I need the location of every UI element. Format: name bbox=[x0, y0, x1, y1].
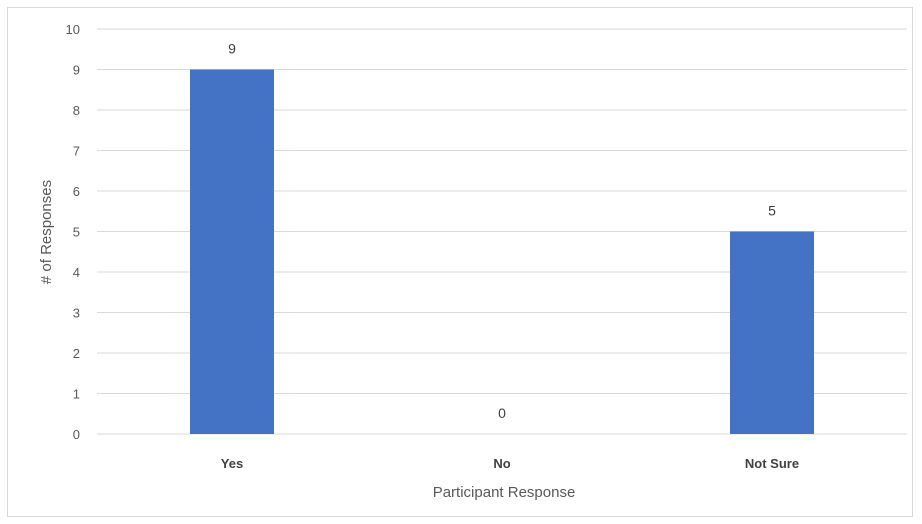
y-tick-label: 6 bbox=[73, 184, 80, 199]
y-axis-ticks: 0 1 2 3 4 5 6 7 8 9 10 bbox=[66, 22, 80, 442]
x-category-label: Yes bbox=[221, 456, 243, 471]
y-tick-label: 10 bbox=[66, 22, 80, 37]
y-tick-label: 8 bbox=[73, 103, 80, 118]
y-axis-title: # of Responses bbox=[38, 180, 55, 284]
y-tick-label: 5 bbox=[73, 225, 80, 240]
x-axis-categories: Yes No Not Sure bbox=[221, 456, 799, 471]
data-label: 5 bbox=[768, 203, 776, 219]
data-label: 0 bbox=[498, 405, 506, 421]
y-tick-label: 3 bbox=[73, 306, 80, 321]
bar-not-sure bbox=[730, 231, 814, 434]
bars bbox=[190, 69, 814, 434]
x-category-label: No bbox=[493, 456, 510, 471]
x-category-label: Not Sure bbox=[745, 456, 799, 471]
y-tick-label: 1 bbox=[73, 387, 80, 402]
data-labels: 9 0 5 bbox=[228, 41, 776, 422]
data-label: 9 bbox=[228, 41, 236, 57]
x-axis-title: Participant Response bbox=[433, 484, 576, 501]
y-tick-label: 0 bbox=[73, 427, 80, 442]
y-tick-label: 4 bbox=[73, 265, 80, 280]
y-tick-label: 2 bbox=[73, 346, 80, 361]
bar-yes bbox=[190, 69, 274, 434]
y-tick-label: 9 bbox=[73, 63, 80, 78]
y-tick-label: 7 bbox=[73, 144, 80, 159]
